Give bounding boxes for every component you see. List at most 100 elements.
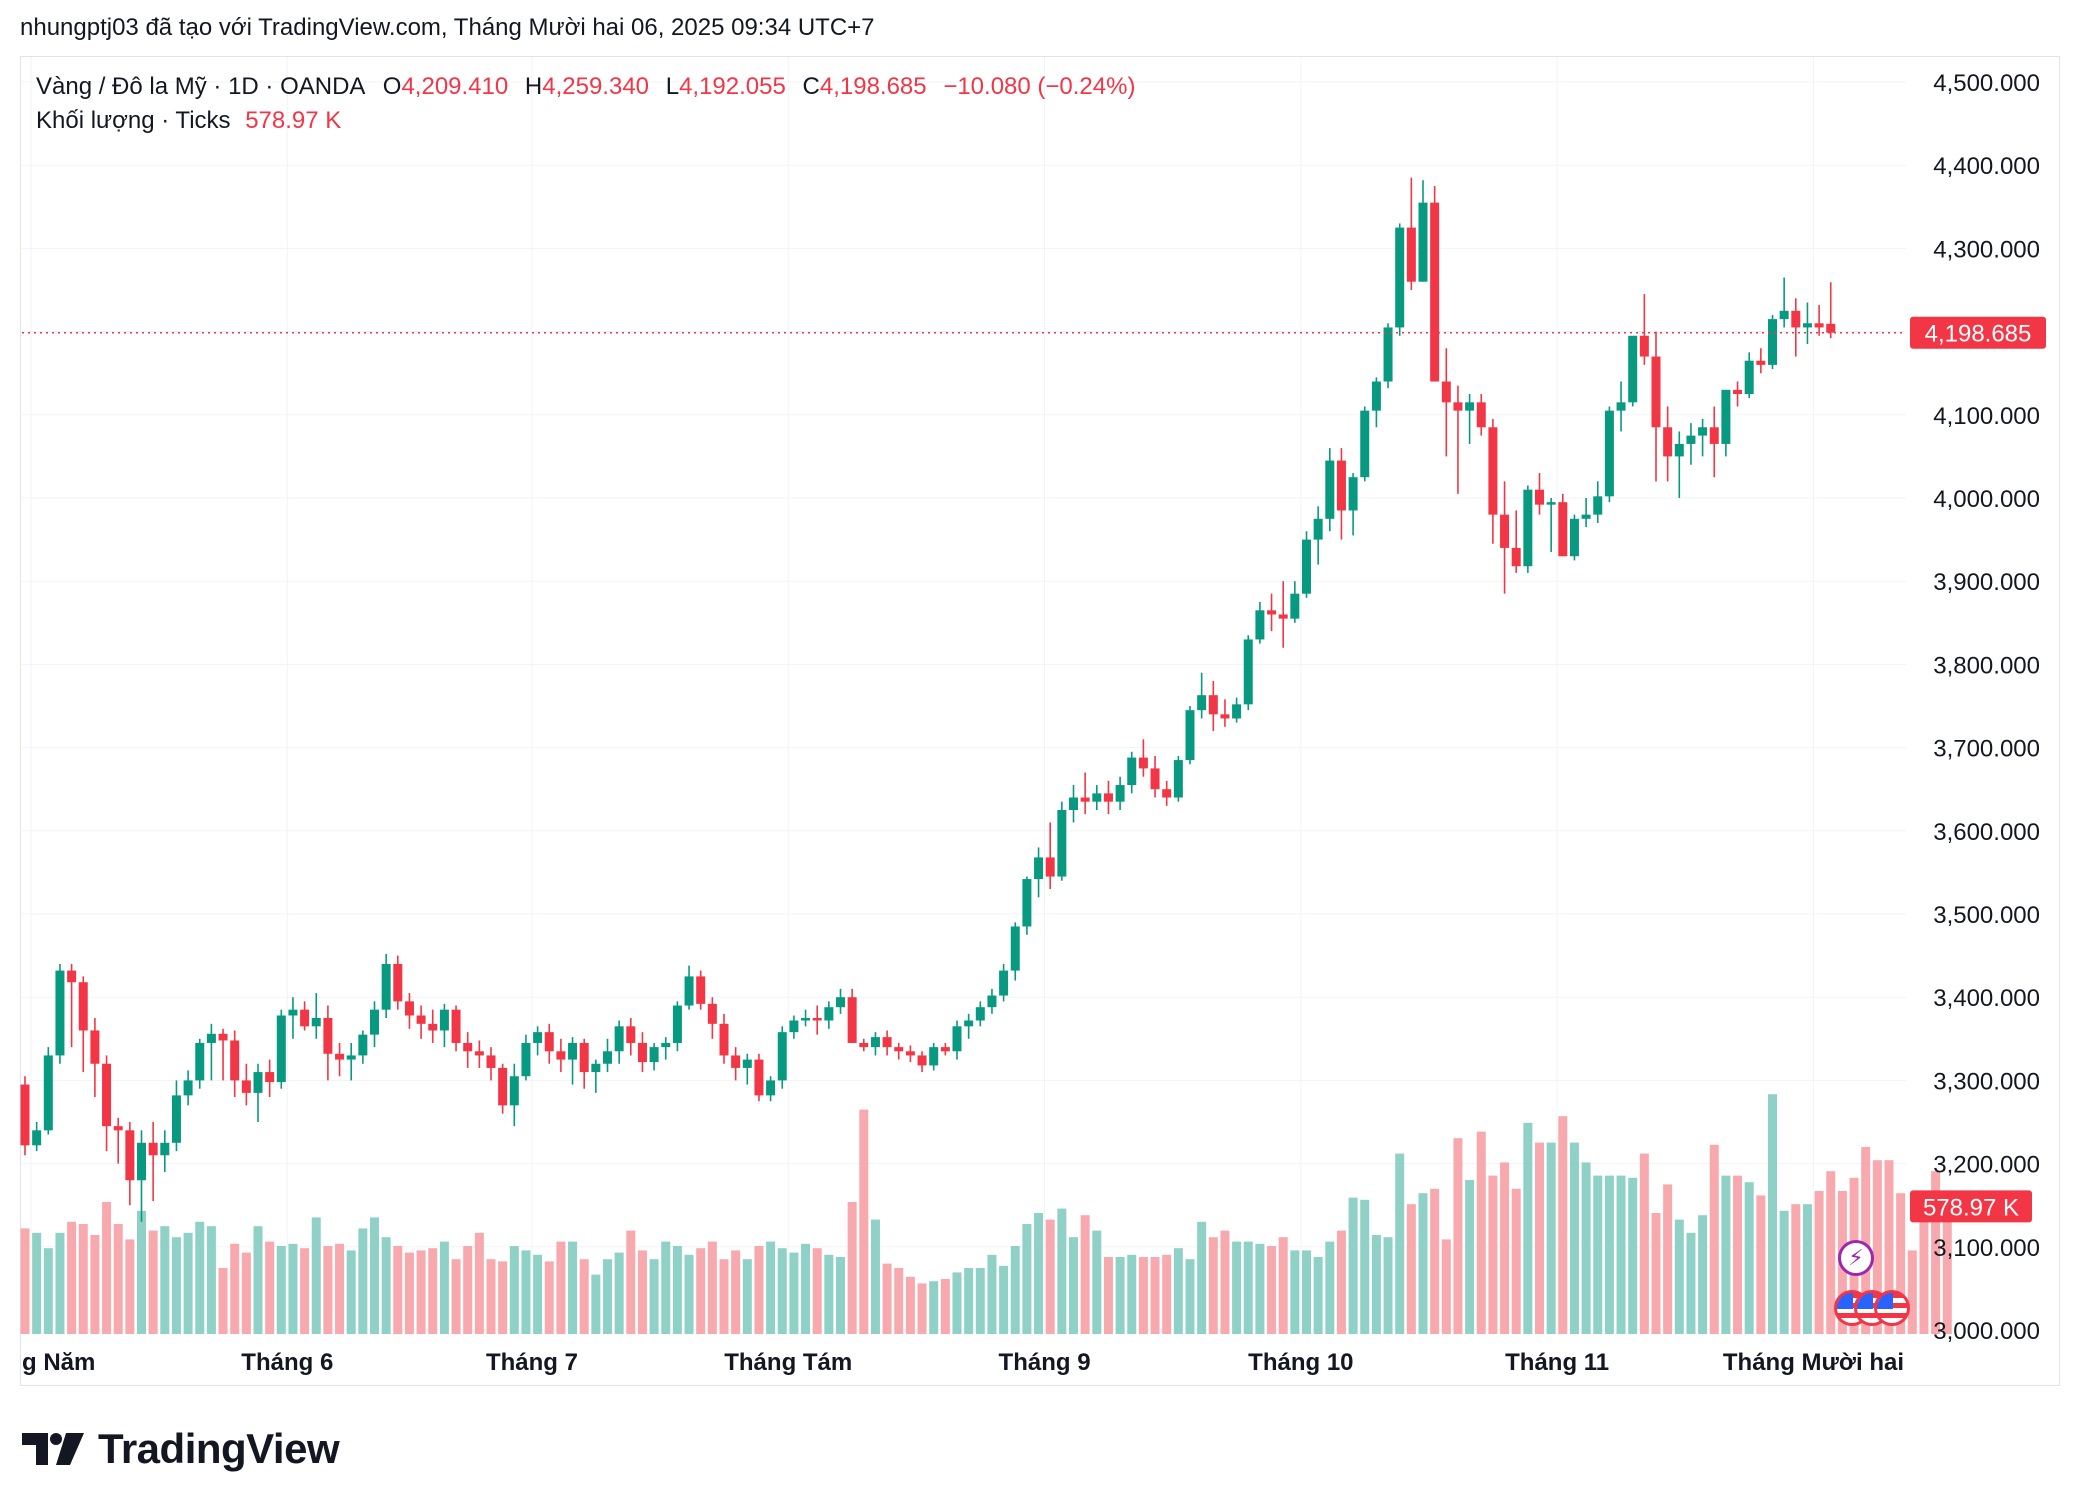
volume-bar [719, 1259, 729, 1334]
candle [754, 1053, 764, 1102]
candle [253, 1063, 263, 1122]
volume-indicator-name[interactable]: Khối lượng · Ticks [36, 107, 231, 134]
candle [1267, 593, 1277, 632]
candle [789, 1015, 799, 1039]
candle [568, 1037, 578, 1085]
volume-bar [626, 1230, 636, 1334]
candle-body [1651, 356, 1661, 428]
volume-bar [614, 1252, 624, 1334]
candle-body [253, 1072, 263, 1093]
volume-bar [742, 1259, 752, 1334]
symbol-description[interactable]: Vàng / Đô la Mỹ · 1D · OANDA [36, 73, 365, 100]
candle-body [1173, 760, 1183, 798]
volume-bar [463, 1246, 473, 1334]
candle [1569, 514, 1579, 561]
volume-bar [1080, 1215, 1090, 1334]
tradingview-logo[interactable]: TradingView [22, 1425, 340, 1473]
candle [1756, 348, 1766, 374]
volume-bar [1721, 1175, 1731, 1334]
volume-bar [847, 1202, 857, 1334]
candle [404, 993, 414, 1029]
candle-body [195, 1042, 205, 1081]
candle [206, 1023, 216, 1081]
candle [1395, 223, 1405, 336]
price-chart[interactable]: 4,500.0004,400.0004,300.0004,200.0004,10… [0, 0, 2074, 1400]
candle [1162, 780, 1172, 806]
economic-events-marker[interactable] [1834, 1290, 1910, 1326]
price-axis-label: 3,900.000 [1933, 569, 2040, 596]
lightning-event-icon[interactable]: ⚡ [1838, 1240, 1874, 1276]
volume-bar [1581, 1162, 1591, 1334]
candle-body [102, 1063, 112, 1127]
candle [463, 1032, 473, 1068]
candle-body [474, 1051, 484, 1056]
candle-body [1686, 435, 1696, 444]
volume-bar [1441, 1239, 1451, 1334]
candle [603, 1038, 612, 1073]
candle [55, 963, 65, 1064]
candle [1069, 785, 1078, 823]
candle [451, 1005, 461, 1052]
candle [626, 1018, 636, 1056]
candle-body [1290, 593, 1300, 619]
candle-body [1558, 502, 1568, 557]
volume-bar [917, 1283, 927, 1334]
volume-bar [929, 1281, 939, 1334]
us-flag-icon[interactable] [1874, 1290, 1910, 1326]
candle [1768, 314, 1777, 370]
candle [1628, 335, 1638, 407]
candle-body [847, 997, 857, 1043]
volume-bar [1069, 1237, 1078, 1334]
volume-bar [521, 1250, 531, 1334]
volume-bar [206, 1226, 216, 1334]
volume-bar [1779, 1210, 1789, 1334]
volume-bar [766, 1241, 776, 1334]
candle-body [43, 1055, 53, 1131]
candle [1674, 431, 1684, 498]
volume-bar [439, 1241, 449, 1334]
candle-body [579, 1042, 589, 1073]
candle-body [1616, 402, 1626, 411]
candle [1302, 531, 1311, 598]
price-axis: 4,500.0004,400.0004,300.0004,200.0004,10… [1933, 70, 2040, 1345]
time-axis-label: Tháng 9 [999, 1349, 1091, 1376]
volume-bar [253, 1226, 263, 1334]
candle [1826, 282, 1836, 339]
volume-legend-row[interactable]: Khối lượng · Ticks 578.97 K [36, 104, 1135, 138]
last-price-badge-text: 4,198.685 [1925, 321, 2032, 348]
volume-bar [1907, 1250, 1917, 1334]
candle [1115, 776, 1125, 810]
candle [1791, 298, 1801, 357]
candle-body [1709, 427, 1719, 444]
volume-bar [1173, 1248, 1183, 1334]
candle [987, 988, 997, 1014]
candle [672, 1001, 682, 1052]
candle-body [1092, 793, 1102, 802]
candle [1336, 448, 1346, 540]
price-axis-label: 3,000.000 [1933, 1318, 2040, 1345]
candle-body [905, 1051, 915, 1056]
candle-body [1278, 614, 1288, 619]
candle [148, 1122, 158, 1202]
price-axis-label: 4,100.000 [1933, 403, 2040, 430]
candle-body [55, 970, 65, 1056]
candle [393, 955, 403, 1010]
candle-body [90, 1030, 100, 1064]
candle [894, 1042, 904, 1060]
tradingview-logo-icon [22, 1433, 84, 1465]
candle [544, 1023, 554, 1064]
candle-body [1010, 926, 1020, 971]
candle-body [1348, 477, 1358, 511]
volume-bar [731, 1250, 741, 1334]
candle [1138, 739, 1148, 777]
candle-body [1243, 639, 1253, 705]
candle [1197, 672, 1207, 719]
volume-bar [1733, 1175, 1743, 1334]
candle-body [1395, 227, 1405, 328]
candle-body [1535, 489, 1544, 505]
candle-body [1360, 410, 1370, 478]
ohlc-legend-row[interactable]: Vàng / Đô la Mỹ · 1D · OANDA O4,209.410 … [36, 70, 1135, 104]
candle [346, 1042, 356, 1081]
volume-bar [1802, 1204, 1812, 1334]
chart-legend[interactable]: Vàng / Đô la Mỹ · 1D · OANDA O4,209.410 … [36, 70, 1135, 138]
